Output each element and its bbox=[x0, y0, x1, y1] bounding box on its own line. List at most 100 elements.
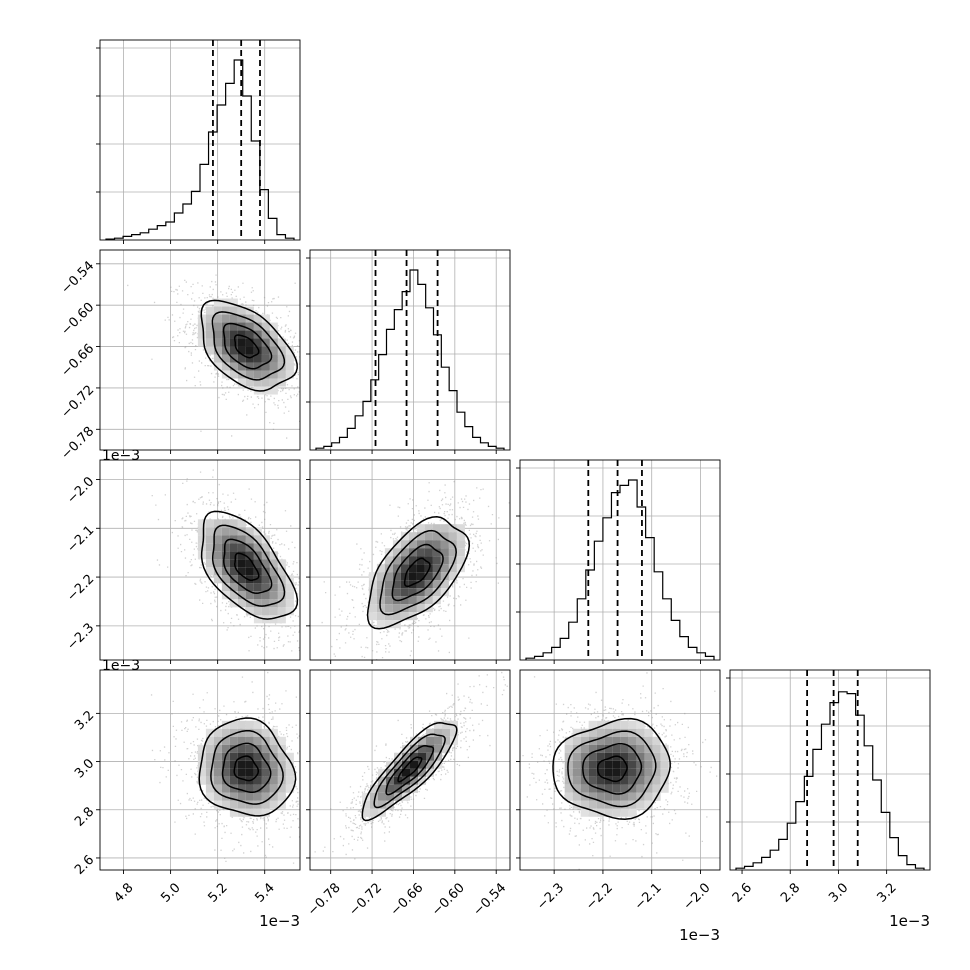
x-exponent-label: 1e−3 bbox=[259, 912, 300, 930]
density-cell bbox=[269, 776, 278, 785]
density-cell bbox=[237, 720, 246, 729]
density-cell bbox=[229, 543, 238, 552]
density-cell bbox=[628, 792, 637, 801]
density-cell bbox=[596, 800, 605, 809]
density-cell bbox=[588, 752, 597, 761]
density-cell bbox=[596, 792, 605, 801]
density-cell bbox=[269, 559, 278, 568]
density-cell bbox=[402, 744, 410, 753]
density-cell bbox=[604, 792, 613, 801]
density-cell bbox=[261, 744, 270, 753]
density-cell bbox=[261, 760, 270, 769]
density-cell bbox=[237, 330, 246, 339]
density-cell bbox=[245, 362, 254, 371]
contour-line bbox=[211, 311, 286, 381]
density-cell bbox=[205, 543, 214, 552]
density-cell bbox=[408, 596, 417, 605]
density-cell bbox=[221, 519, 230, 528]
density-cell bbox=[213, 575, 222, 584]
density-cell bbox=[416, 532, 425, 541]
density-cell bbox=[636, 728, 645, 737]
density-cell bbox=[245, 567, 254, 576]
density-cell bbox=[368, 596, 377, 605]
density-cell bbox=[604, 744, 613, 753]
density-cell bbox=[213, 527, 222, 536]
density-cell bbox=[285, 784, 294, 793]
density-cell bbox=[572, 784, 581, 793]
density-cell bbox=[400, 540, 409, 549]
density-cell bbox=[384, 572, 393, 581]
density-cell bbox=[197, 322, 206, 331]
density-cell bbox=[277, 354, 286, 363]
density-cell bbox=[221, 800, 230, 809]
density-cell bbox=[245, 736, 254, 745]
density-cell bbox=[644, 752, 653, 761]
density-cell bbox=[253, 607, 262, 616]
density-cell bbox=[434, 720, 442, 729]
density-cell bbox=[253, 575, 262, 584]
density-cell bbox=[237, 792, 246, 801]
density-cell bbox=[229, 370, 238, 379]
density-cell bbox=[269, 615, 278, 624]
histogram-panel-0 bbox=[96, 39, 301, 244]
density-cell bbox=[253, 362, 262, 371]
density-cell bbox=[237, 543, 246, 552]
density-cell bbox=[456, 556, 465, 565]
density-cell bbox=[221, 330, 230, 339]
density-cell bbox=[261, 370, 270, 379]
density-cell bbox=[245, 330, 254, 339]
density-cell bbox=[394, 792, 402, 801]
density-cell bbox=[221, 338, 230, 347]
density-cell bbox=[416, 540, 425, 549]
contour-line bbox=[233, 334, 260, 359]
density-cell bbox=[580, 736, 589, 745]
axes-frame bbox=[99, 669, 301, 871]
density-cell bbox=[261, 591, 270, 600]
y-tick-label: −0.66 bbox=[59, 341, 98, 380]
density-cell bbox=[245, 559, 254, 568]
contour-line bbox=[552, 717, 671, 820]
density-cell bbox=[221, 322, 230, 331]
density-cell bbox=[588, 792, 597, 801]
density-cell bbox=[229, 567, 238, 576]
density-cell bbox=[213, 535, 222, 544]
density-cell bbox=[604, 720, 613, 729]
x-tick-label: −0.78 bbox=[305, 880, 344, 919]
density-cell bbox=[261, 346, 270, 355]
density-cell bbox=[448, 564, 457, 573]
density-cell bbox=[261, 362, 270, 371]
density-cell bbox=[384, 556, 393, 565]
density-cell bbox=[245, 314, 254, 323]
density-cell bbox=[221, 760, 230, 769]
density-cell bbox=[205, 306, 214, 315]
density-cell bbox=[376, 572, 385, 581]
density-cell bbox=[229, 800, 238, 809]
histogram-panel-2 bbox=[516, 459, 721, 664]
density-cell bbox=[213, 519, 222, 528]
density-cell bbox=[197, 330, 206, 339]
density-cell bbox=[410, 784, 418, 793]
x-exponent-label: 1e−3 bbox=[679, 926, 720, 944]
density-cell bbox=[229, 306, 238, 315]
density-cell bbox=[253, 720, 262, 729]
density-cell bbox=[432, 548, 441, 557]
density-cell bbox=[277, 784, 286, 793]
density-cell bbox=[269, 346, 278, 355]
joint-panel-3-2: −2.3 −2.2 −2.1 −2.0 bbox=[516, 669, 721, 913]
density-cell bbox=[261, 800, 270, 809]
contour-line bbox=[403, 557, 431, 588]
density-cell bbox=[277, 591, 286, 600]
histogram-step bbox=[315, 269, 505, 450]
density-cell bbox=[237, 559, 246, 568]
density-cell bbox=[644, 728, 653, 737]
density-cell bbox=[410, 752, 418, 761]
density-cell bbox=[277, 599, 286, 608]
density-cell bbox=[564, 776, 573, 785]
x-tick-label: 5.0 bbox=[158, 880, 183, 905]
x-tick-label: −0.60 bbox=[429, 880, 468, 919]
density-cell bbox=[213, 728, 222, 737]
density-cell bbox=[237, 346, 246, 355]
density-cell bbox=[400, 588, 409, 597]
density-cell bbox=[440, 572, 449, 581]
